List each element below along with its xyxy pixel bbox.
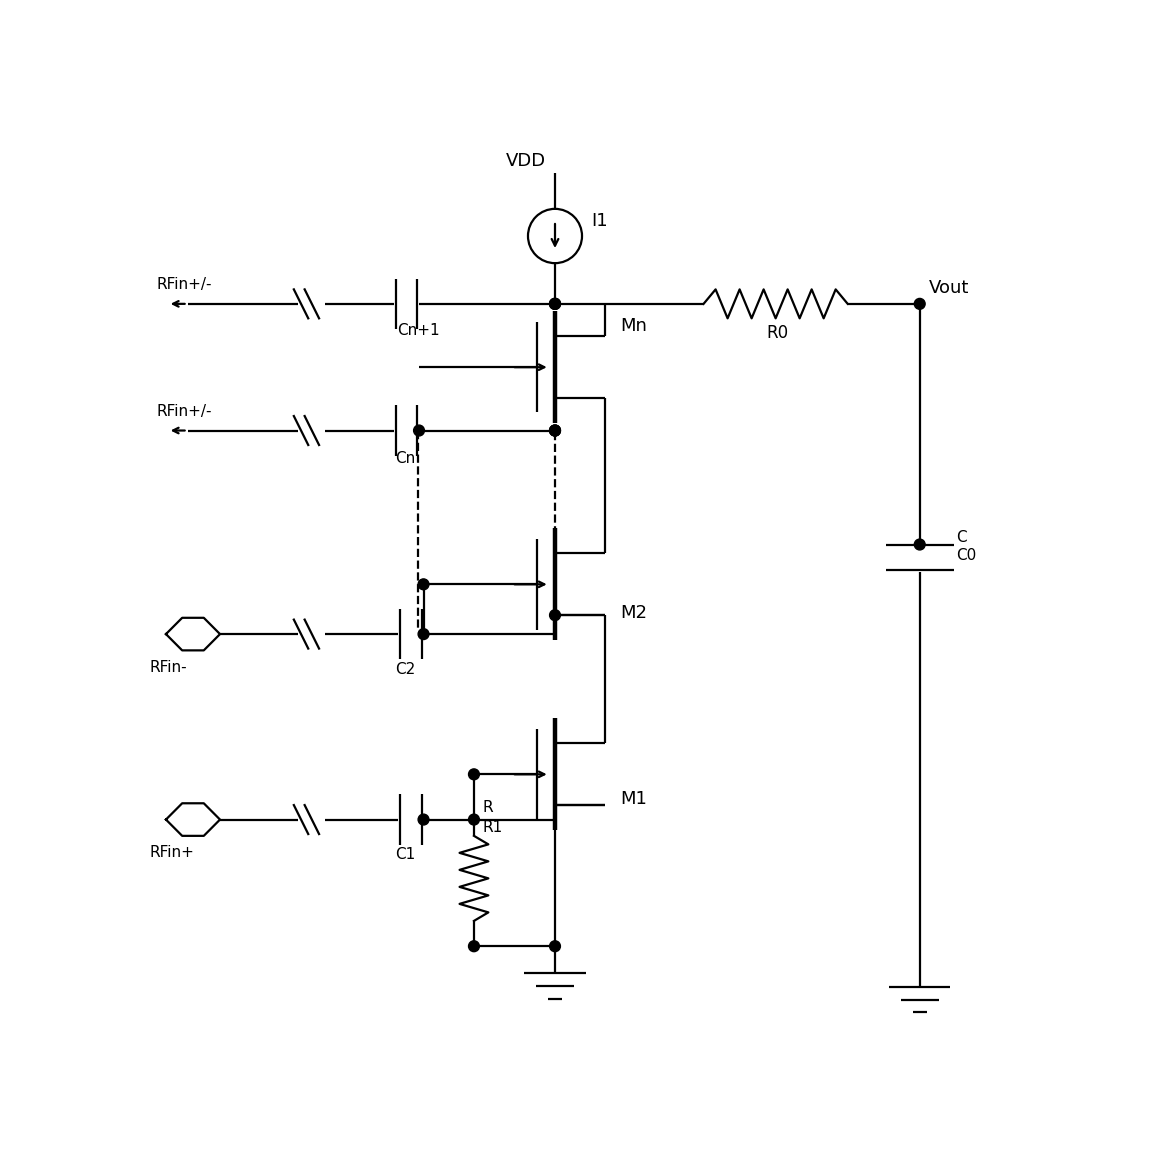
Text: R0: R0 xyxy=(767,324,789,342)
Circle shape xyxy=(468,768,480,780)
Text: C2: C2 xyxy=(395,662,416,677)
Text: Vout: Vout xyxy=(928,278,969,296)
Text: Cn: Cn xyxy=(395,451,416,465)
Circle shape xyxy=(550,425,560,436)
Circle shape xyxy=(550,298,560,309)
Circle shape xyxy=(414,425,424,436)
Text: C: C xyxy=(955,530,967,545)
Text: Mn: Mn xyxy=(621,316,647,335)
Circle shape xyxy=(550,298,560,309)
Circle shape xyxy=(418,629,429,639)
Text: R1: R1 xyxy=(483,820,503,835)
Text: C1: C1 xyxy=(395,847,416,862)
Circle shape xyxy=(914,539,925,550)
Text: C0: C0 xyxy=(955,548,976,563)
Circle shape xyxy=(468,941,480,952)
Circle shape xyxy=(550,425,560,436)
Text: M1: M1 xyxy=(621,790,647,807)
Circle shape xyxy=(914,298,925,309)
Text: RFin-: RFin- xyxy=(150,660,187,674)
Text: M2: M2 xyxy=(621,604,647,623)
Text: RFin+/-: RFin+/- xyxy=(156,404,211,418)
Text: Cn+1: Cn+1 xyxy=(397,323,440,338)
Text: R: R xyxy=(483,800,494,815)
Circle shape xyxy=(550,298,560,309)
Circle shape xyxy=(550,941,560,952)
Text: RFin+/-: RFin+/- xyxy=(156,277,211,293)
Text: RFin+: RFin+ xyxy=(150,845,194,860)
Circle shape xyxy=(418,579,429,590)
Text: VDD: VDD xyxy=(505,152,546,170)
Text: I1: I1 xyxy=(591,212,608,229)
Circle shape xyxy=(550,610,560,620)
Circle shape xyxy=(418,814,429,825)
Circle shape xyxy=(468,814,480,825)
Circle shape xyxy=(550,425,560,436)
